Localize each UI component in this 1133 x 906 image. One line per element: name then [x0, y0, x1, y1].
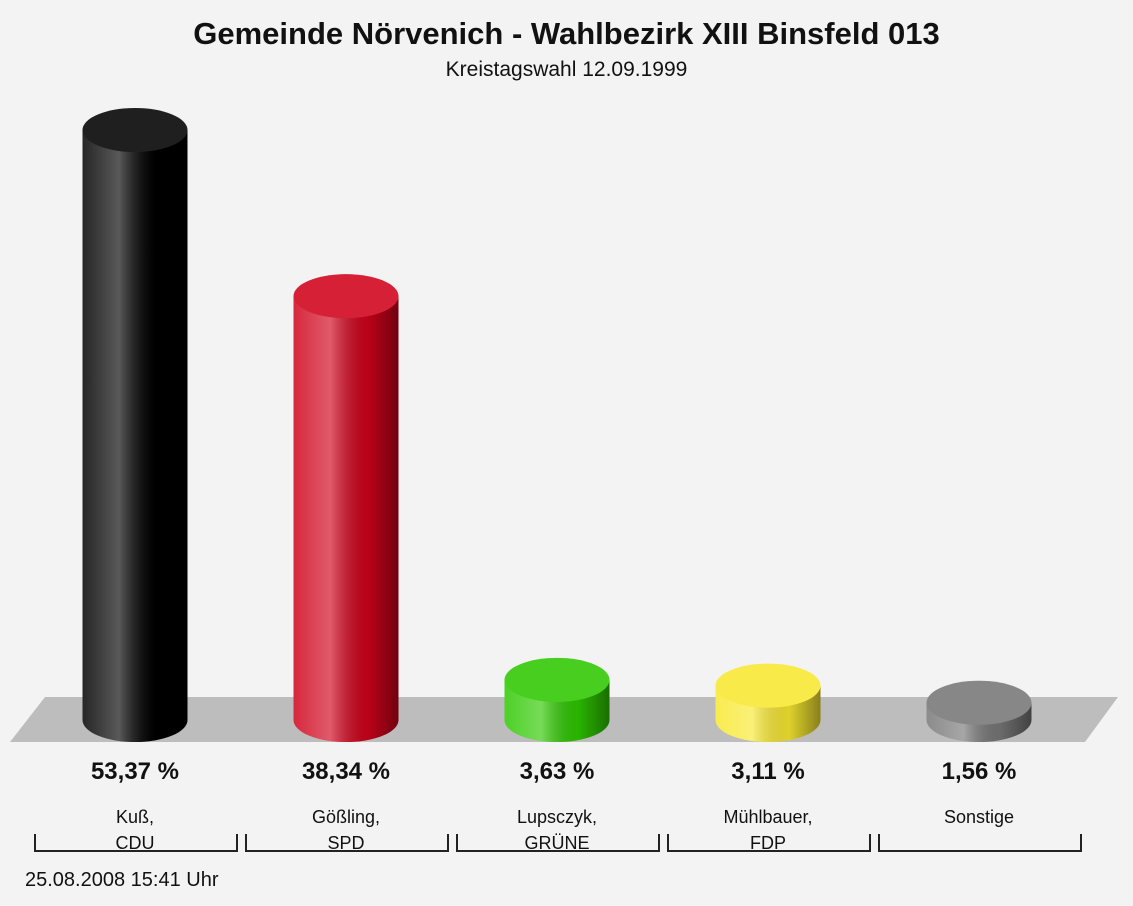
bar	[504, 657, 610, 742]
bar-part	[504, 657, 610, 702]
x-tick-label: Lupsczyk, GRÜNE	[516, 807, 598, 853]
footer: 25.08.2008 15:41 Uhr	[25, 869, 219, 891]
bar-part	[293, 274, 399, 319]
value-label: 3,11 %	[731, 758, 805, 785]
bar-part	[82, 108, 188, 152]
bar-part	[926, 680, 1032, 725]
value-label: 1,56 %	[941, 758, 1017, 785]
bar-part	[715, 663, 821, 708]
x-tick-label: Gößling, SPD	[311, 807, 381, 853]
bracket	[245, 834, 449, 852]
bracket	[34, 834, 238, 852]
value-label: 3,63 %	[519, 758, 595, 785]
bar-part	[82, 130, 188, 720]
chart-subtitle: Kreistagswahl 12.09.1999	[445, 58, 688, 81]
value-label: 38,34 %	[301, 758, 391, 785]
bar	[82, 108, 188, 742]
value-label: 53,37 %	[90, 758, 180, 785]
bracket	[878, 834, 1082, 852]
bar-part	[82, 108, 188, 152]
bar-part	[293, 274, 399, 319]
chart-title: Gemeinde Nörvenich - Wahlbezirk XIII Bin…	[193, 16, 940, 51]
bar-part	[504, 657, 610, 702]
bar-part	[293, 296, 399, 720]
x-tick-label: Mühlbauer, FDP	[723, 807, 813, 853]
bar	[715, 663, 821, 742]
x-tick-label: Kuß, CDU	[115, 807, 155, 853]
bracket	[667, 834, 871, 852]
bar-part	[926, 680, 1032, 725]
bracket	[456, 834, 660, 852]
bar-part	[715, 663, 821, 708]
bar	[293, 274, 399, 742]
bar	[926, 680, 1032, 742]
x-tick-label: Sonstige	[943, 807, 1015, 827]
